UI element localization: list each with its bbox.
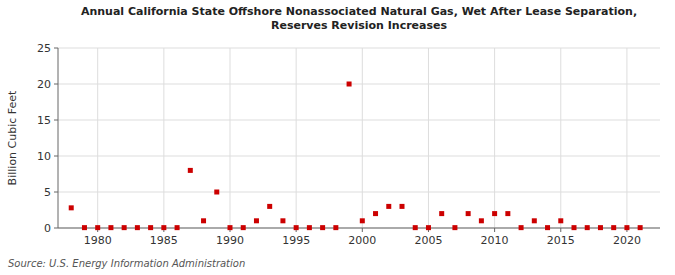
grid-line xyxy=(58,48,660,49)
point xyxy=(611,225,616,230)
tick-label: 1995 xyxy=(282,234,310,247)
point xyxy=(585,225,590,230)
tick-mark xyxy=(362,228,363,232)
point xyxy=(505,211,510,216)
point xyxy=(201,218,206,223)
point xyxy=(532,218,537,223)
grid-line xyxy=(97,48,98,228)
tick-label: 25 xyxy=(37,42,51,55)
point xyxy=(267,204,272,209)
point xyxy=(161,225,166,230)
chart: Annual California State Offshore Nonasso… xyxy=(0,0,675,275)
tick-mark xyxy=(54,48,58,49)
point xyxy=(254,218,259,223)
point xyxy=(175,225,180,230)
point xyxy=(426,225,431,230)
grid-line xyxy=(58,156,660,157)
grid-line xyxy=(362,48,363,228)
point xyxy=(69,205,74,210)
grid-line xyxy=(163,48,164,228)
point xyxy=(307,225,312,230)
tick-label: 10 xyxy=(37,150,51,163)
point xyxy=(108,225,113,230)
tick-label: 1980 xyxy=(84,234,112,247)
point xyxy=(400,204,405,209)
point xyxy=(333,225,338,230)
point xyxy=(466,211,471,216)
point xyxy=(280,218,285,223)
tick-label: 2020 xyxy=(613,234,641,247)
point xyxy=(214,190,219,195)
title: Annual California State Offshore Nonasso… xyxy=(81,5,637,32)
point xyxy=(373,211,378,216)
point xyxy=(95,225,100,230)
point xyxy=(519,225,524,230)
grid-line xyxy=(58,192,660,193)
tick-mark xyxy=(54,228,58,229)
point xyxy=(135,225,140,230)
tick-label: 2000 xyxy=(348,234,376,247)
point xyxy=(624,225,629,230)
source: Source: U.S. Energy Information Administ… xyxy=(8,258,245,269)
point xyxy=(545,225,550,230)
point xyxy=(148,225,153,230)
grid-line xyxy=(58,120,660,121)
point xyxy=(188,168,193,173)
grid-line xyxy=(626,48,627,228)
point xyxy=(241,225,246,230)
background xyxy=(0,0,675,275)
grid-line xyxy=(58,84,660,85)
tick-mark xyxy=(54,156,58,157)
point xyxy=(492,211,497,216)
tick-mark xyxy=(54,120,58,121)
point xyxy=(347,82,352,87)
point xyxy=(413,225,418,230)
point xyxy=(572,225,577,230)
point xyxy=(294,225,299,230)
grid-line xyxy=(296,48,297,228)
point xyxy=(386,204,391,209)
point xyxy=(228,225,233,230)
point xyxy=(320,225,325,230)
grid-line xyxy=(494,48,495,228)
tick-label: 5 xyxy=(44,186,51,199)
points xyxy=(69,82,643,231)
tick-label: 2005 xyxy=(414,234,442,247)
tick-label: 15 xyxy=(37,114,51,127)
grid-line xyxy=(560,48,561,228)
grid-line xyxy=(428,48,429,228)
grid-line xyxy=(230,48,231,228)
tick-mark xyxy=(560,228,561,232)
point xyxy=(82,225,87,230)
point xyxy=(439,211,444,216)
tick-label: 1985 xyxy=(150,234,178,247)
point xyxy=(638,225,643,230)
tick-label: 2010 xyxy=(481,234,509,247)
point xyxy=(479,218,484,223)
point xyxy=(360,218,365,223)
y-axis-label: Billion Cubic Feet xyxy=(6,90,19,185)
point xyxy=(122,225,127,230)
tick-mark xyxy=(494,228,495,232)
point xyxy=(452,225,457,230)
tick-label: 1990 xyxy=(216,234,244,247)
tick-mark xyxy=(54,192,58,193)
tick-mark xyxy=(54,84,58,85)
y-axis xyxy=(58,48,59,228)
tick-label: 0 xyxy=(44,222,51,235)
tick-label: 2015 xyxy=(547,234,575,247)
point xyxy=(598,225,603,230)
tick-label: 20 xyxy=(37,78,51,91)
point xyxy=(558,218,563,223)
